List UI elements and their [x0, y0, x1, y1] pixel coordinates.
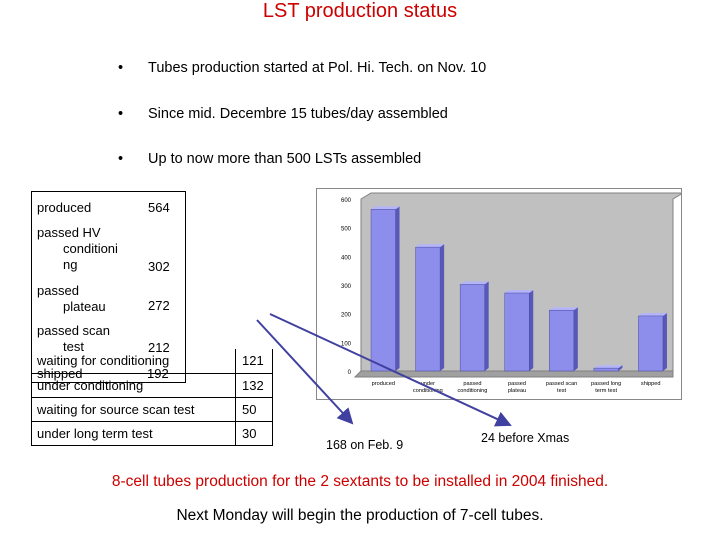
- waiting-value: 121: [235, 349, 278, 373]
- label-line: passed HV: [37, 225, 101, 240]
- bar: [549, 309, 575, 372]
- x-tick-label: passed: [508, 381, 526, 387]
- status-label-hv-text: passed HV conditioni ng: [37, 225, 118, 273]
- arrow-to-xmas: [269, 313, 512, 427]
- bullet-item: • Tubes production started at Pol. Hi. T…: [118, 60, 678, 80]
- y-tick-label: 500: [341, 227, 352, 233]
- status-label-plateau-text: passed plateau: [37, 283, 106, 315]
- bar-top: [371, 206, 400, 210]
- bullet-item: • Since mid. Decembre 15 tubes/day assem…: [118, 106, 678, 126]
- slide-title: LST production status: [262, 0, 458, 22]
- bar-side: [618, 365, 623, 371]
- waiting-value: 132: [235, 374, 278, 398]
- status-label-hv: passed HV conditioni ng: [37, 225, 118, 273]
- bar: [638, 315, 664, 372]
- bar: [459, 284, 485, 372]
- x-tick-label: test: [557, 388, 566, 394]
- waiting-table: waiting for conditioning 121 under condi…: [31, 349, 273, 446]
- bar-side: [529, 290, 534, 371]
- x-tick-label: under: [421, 381, 435, 387]
- bar-top: [549, 307, 578, 311]
- x-tick-label: passed scan: [546, 381, 577, 387]
- y-tick-label: 200: [341, 313, 352, 319]
- label-line: conditioni: [63, 241, 118, 256]
- production-bar-chart: 0 100 200 300 400 500 600 produced under conditio…: [316, 188, 682, 400]
- bar: [415, 246, 441, 372]
- status-label-produced: produced: [37, 200, 92, 215]
- x-tick-label: conditioning: [413, 388, 443, 394]
- waiting-label: waiting for source scan test: [37, 402, 195, 417]
- x-tick-label: produced: [372, 381, 395, 387]
- bullet-text: Since mid. Decembre 15 tubes/day assembl…: [148, 106, 448, 122]
- label-line: passed scan: [37, 323, 110, 338]
- waiting-label: under conditioning: [37, 378, 144, 393]
- table-row: under conditioning 132: [32, 373, 272, 398]
- annotation-xmas: 24 before Xmas: [481, 431, 570, 445]
- bullet-text: Up to now more than 500 LSTs assembled: [148, 151, 422, 167]
- bar-top: [504, 290, 534, 294]
- y-tick-label: 100: [341, 341, 352, 347]
- status-label-scan-text: passed scan test: [37, 323, 110, 355]
- waiting-value: 50: [235, 398, 278, 422]
- bar-side: [395, 206, 400, 371]
- bar-top: [638, 312, 667, 316]
- bullet-glyph: •: [118, 60, 124, 76]
- bar-top: [415, 244, 445, 248]
- x-tick-label: shipped: [641, 381, 661, 387]
- y-tick-label: 300: [341, 284, 352, 290]
- bar-side: [662, 312, 667, 371]
- label-line: passed: [37, 283, 79, 298]
- bullet-text: Tubes production started at Pol. Hi. Tec…: [148, 60, 487, 76]
- x-tick-label: plateau: [508, 388, 526, 394]
- bar-side: [440, 244, 445, 371]
- x-tick-label: passed long: [591, 381, 621, 387]
- x-tick-label: term test: [595, 388, 617, 394]
- footer-line-2: Next Monday will begin the production of…: [176, 507, 544, 524]
- x-tick-label: passed: [463, 381, 481, 387]
- status-value-hv: 302: [148, 259, 170, 274]
- bullet-glyph: •: [118, 151, 124, 167]
- x-tick-label: conditioning: [457, 388, 487, 394]
- bar: [370, 209, 396, 372]
- bar: [504, 292, 530, 372]
- status-table: produced 564 passed HV conditioni ng 302 p…: [31, 191, 186, 383]
- label-line: ng: [63, 257, 78, 272]
- footer-line-1: 8-cell tubes production for the 2 sextan…: [111, 473, 609, 490]
- bullet-item: • Up to now more than 500 LSTs assembled: [118, 151, 678, 171]
- bar-top: [593, 365, 623, 369]
- bar-side: [573, 307, 578, 371]
- y-tick-label: 400: [341, 255, 352, 261]
- waiting-value: 30: [235, 422, 278, 446]
- annotation-feb: 168 on Feb. 9: [326, 438, 404, 452]
- table-row: under long term test 30: [32, 421, 272, 446]
- bar-top: [460, 281, 489, 285]
- table-row: waiting for conditioning 121: [32, 349, 272, 373]
- table-row: waiting for source scan test 50: [32, 397, 272, 422]
- bar: [593, 367, 619, 372]
- label-line: plateau: [63, 299, 106, 314]
- bullet-glyph: •: [118, 106, 124, 122]
- status-value-plateau: 272: [148, 298, 170, 313]
- status-value-produced: 564: [148, 200, 170, 215]
- bar-side: [484, 281, 489, 371]
- status-value-scan: 212: [148, 340, 170, 355]
- y-tick-label: 600: [341, 198, 352, 204]
- waiting-label: waiting for conditioning: [37, 353, 170, 368]
- arrow-to-feb: [256, 319, 354, 425]
- y-tick-label: 0: [348, 370, 352, 376]
- waiting-label: under long term test: [37, 426, 153, 441]
- label-line: test: [63, 339, 84, 354]
